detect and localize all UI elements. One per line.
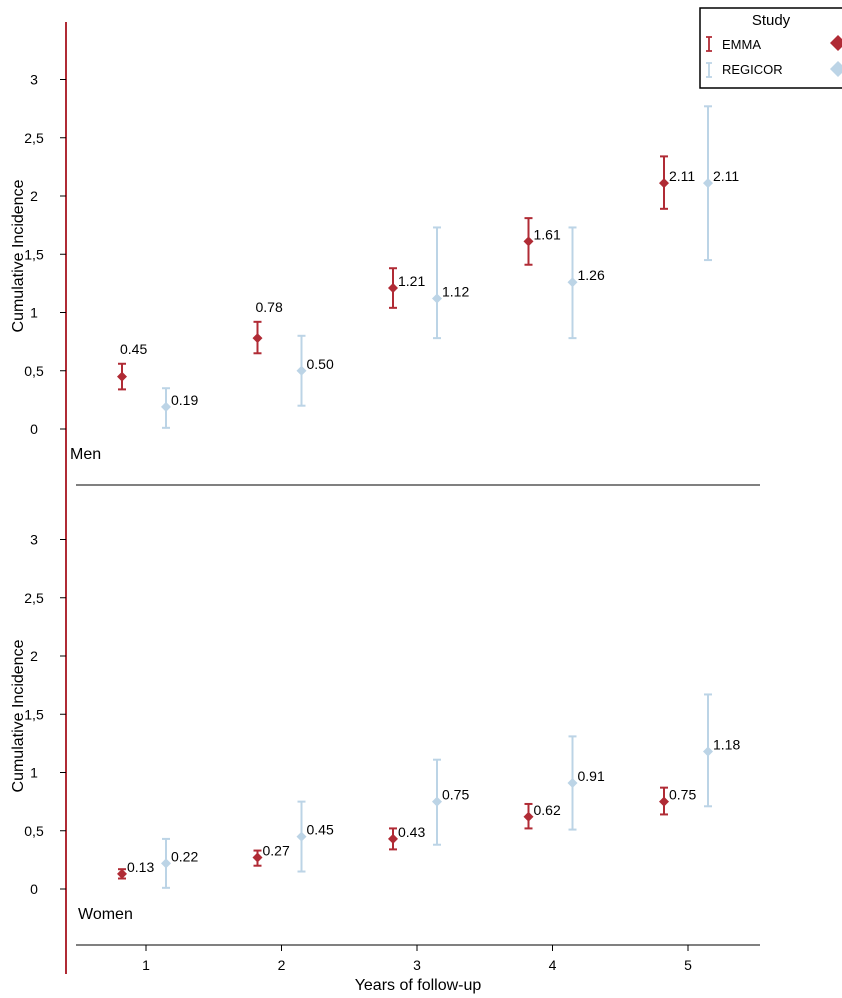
- y-tick-label: 2: [30, 648, 38, 664]
- y-tick-label: 1: [30, 305, 38, 321]
- legend-emma-errorbar-icon: [706, 36, 712, 52]
- emma-point: [388, 833, 398, 844]
- regicor-point: [161, 401, 171, 412]
- y-tick-label: 2: [30, 188, 38, 204]
- emma-data-label: 2.11: [669, 168, 695, 184]
- legend-label-emma: EMMA: [722, 37, 761, 52]
- panel-label-women: Women: [78, 906, 133, 923]
- regicor-data-label: 0.91: [578, 768, 605, 784]
- emma-point: [117, 371, 127, 382]
- regicor-point: [703, 178, 713, 189]
- regicor-point: [432, 796, 442, 807]
- regicor-point: [432, 293, 442, 304]
- chart-marks: 0 0,5 1 1,5 2 2,5 3 0 0,5 1 1,5 2 2,5 3 1 2 3 4 5 0.45 0.78 1…: [24, 72, 740, 974]
- emma-point: [523, 236, 534, 247]
- legend-title: Study: [752, 12, 791, 29]
- legend-regicor-diamond-icon: [830, 61, 842, 77]
- regicor-point: [703, 746, 713, 757]
- emma-data-label: 0.78: [256, 299, 283, 315]
- regicor-data-label: 0.45: [307, 822, 334, 838]
- regicor-data-label: 0.19: [171, 392, 198, 408]
- regicor-data-label: 1.18: [713, 737, 740, 753]
- x-axis-title: Years of follow-up: [355, 977, 482, 994]
- emma-data-label: 1.61: [534, 226, 561, 242]
- regicor-data-label: 0.22: [171, 848, 198, 864]
- panel-label-men: Men: [70, 446, 101, 463]
- x-tick-label: 3: [413, 957, 421, 973]
- regicor-point: [161, 858, 171, 869]
- regicor-data-label: 1.12: [442, 284, 469, 300]
- emma-data-label: 0.62: [534, 802, 561, 818]
- legend-label-regicor: REGICOR: [722, 62, 783, 77]
- x-tick-label: 1: [142, 957, 150, 973]
- emma-point: [659, 178, 669, 189]
- emma-data-label: 0.75: [669, 787, 696, 803]
- regicor-data-label: 0.50: [307, 356, 334, 372]
- x-tick-label: 4: [549, 957, 557, 973]
- regicor-point: [567, 777, 578, 788]
- legend-emma-diamond-icon: [830, 35, 842, 51]
- legend: Study EMMA REGICOR: [699, 7, 842, 89]
- emma-point: [252, 333, 263, 344]
- y-tick-label: 3: [30, 532, 38, 548]
- y-tick-label: 0: [30, 421, 38, 437]
- regicor-data-label: 1.26: [578, 267, 605, 283]
- legend-box: [699, 7, 842, 89]
- y-tick-label: 1,5: [24, 246, 44, 262]
- regicor-point: [567, 277, 578, 288]
- emma-point: [659, 796, 669, 807]
- emma-point: [252, 852, 263, 863]
- emma-data-label: 0.13: [127, 859, 154, 875]
- x-tick-label: 5: [684, 957, 692, 973]
- x-tick-label: 2: [278, 957, 286, 973]
- y-tick-label: 2,5: [24, 590, 44, 606]
- emma-point: [388, 283, 398, 294]
- emma-data-label: 0.27: [263, 843, 290, 859]
- y-axis-title-men: Cumulative Incidence: [10, 179, 27, 332]
- regicor-data-label: 0.75: [442, 787, 469, 803]
- regicor-data-label: 2.11: [713, 168, 739, 184]
- y-axis-title-women: Cumulative Incidence: [10, 639, 27, 792]
- emma-data-label: 0.45: [120, 341, 147, 357]
- y-tick-label: 3: [30, 72, 38, 88]
- y-tick-label: 0: [30, 881, 38, 897]
- y-tick-label: 0,5: [24, 363, 44, 379]
- y-tick-label: 2,5: [24, 130, 44, 146]
- emma-data-label: 0.43: [398, 824, 425, 840]
- emma-point: [117, 868, 127, 879]
- y-tick-label: 0,5: [24, 823, 44, 839]
- emma-data-label: 1.21: [398, 273, 425, 289]
- regicor-point: [296, 365, 307, 376]
- y-tick-label: 1: [30, 765, 38, 781]
- emma-point: [523, 811, 534, 822]
- regicor-point: [296, 831, 307, 842]
- legend-regicor-errorbar-icon: [706, 62, 712, 78]
- y-tick-label: 1,5: [24, 706, 44, 722]
